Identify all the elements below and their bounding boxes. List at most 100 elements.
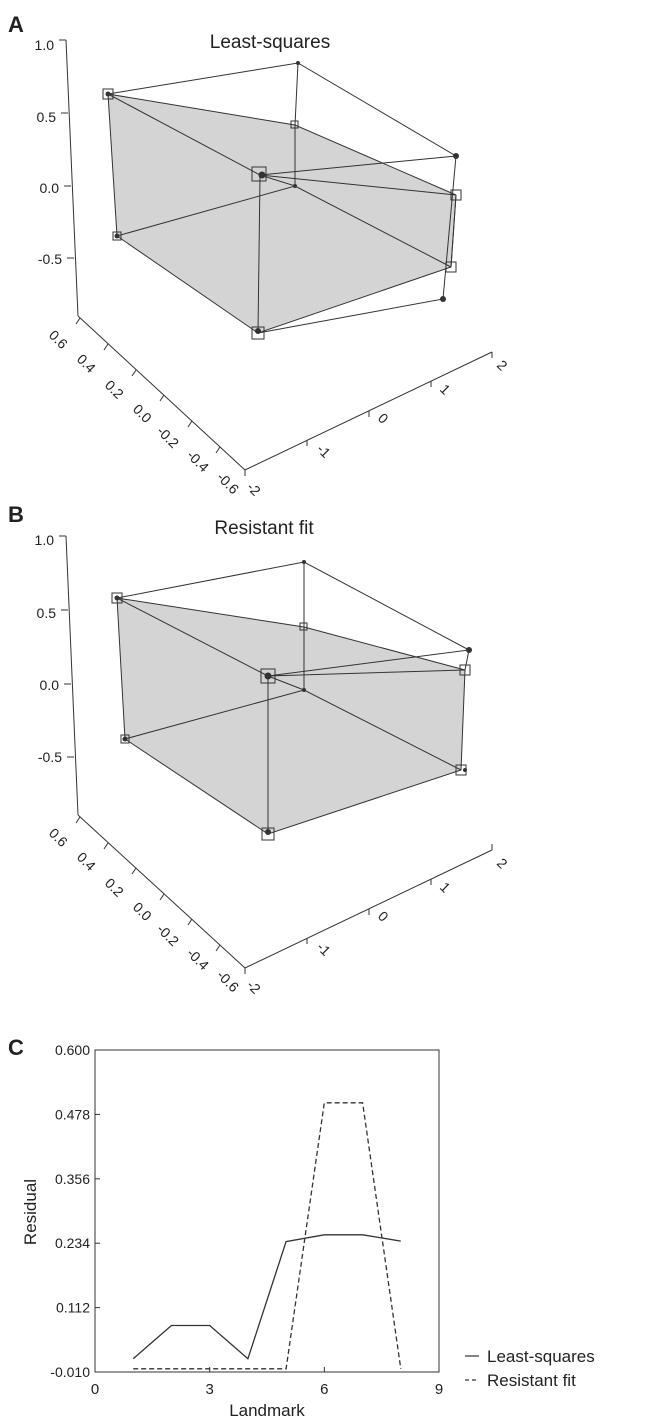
series-line-least-squares: [132, 1234, 401, 1360]
panel-b-square-marker: [459, 664, 471, 676]
panel-b-square-marker: [299, 622, 308, 631]
series-line-resistant-fit: [133, 1102, 402, 1370]
y-tick-label: 0.600: [55, 1042, 90, 1058]
y-tick-label: 0.356: [55, 1171, 90, 1187]
panel-b-faces: [117, 598, 465, 834]
panel-a-z-tick: -0.5: [38, 251, 62, 267]
y-tick-label: 0.112: [56, 1300, 90, 1316]
panel-b-square-marker: [260, 668, 276, 684]
panel-c-legend: Least-squares Resistant fit: [465, 1347, 595, 1390]
panel-b-z-axis: [65, 535, 79, 816]
panel-a-dot-marker: [255, 328, 261, 334]
x-tick-label: 0: [91, 1381, 99, 1398]
panel-b-square-marker: [120, 734, 130, 744]
panel-a-dot-marker: [296, 61, 300, 65]
y-tick-label: 0.478: [55, 1106, 90, 1122]
panel-b-dot-marker: [463, 768, 467, 772]
panel-c-x-label: Landmark: [229, 1401, 305, 1420]
panel-b-title: Resistant fit: [214, 518, 314, 539]
panel-b-square-marker: [261, 827, 275, 841]
panel-a-dot-marker: [293, 184, 297, 188]
panel-a-depth-tick: 0.6: [46, 327, 71, 352]
panel-b-z-ticks: 1.0 0.5 0.0 -0.5: [35, 532, 63, 765]
panel-a-depth-tick: -0.6: [214, 469, 243, 498]
panel-a-title: Least-squares: [210, 32, 330, 53]
panel-a-depth-tick: 0.4: [74, 351, 99, 376]
panel-c-y-ticks: 0.600 0.478 0.356 0.234 0.112 -0.010: [50, 1042, 100, 1380]
panel-c: C 0.600 0.478 0.356 0.234 0.112 -0.010 0 3 6 9 L…: [8, 1035, 595, 1420]
panel-a-dot-marker: [114, 233, 120, 239]
panel-a: A Least-squares 1.0 0.5 0.0 -0.5 0.6 0.4…: [8, 12, 511, 499]
panel-a-axes: [59, 39, 493, 476]
panel-b-depth-tick: 0.6: [46, 825, 71, 850]
panel-b-square-marker: [111, 592, 123, 604]
panel-a-dot-marker: [105, 91, 111, 97]
panel-b-x-tick: 2: [494, 855, 511, 872]
panel-a-x-tick: 0: [375, 410, 392, 427]
panel-a-depth-tick: -0.4: [184, 447, 213, 476]
panel-b-axes: [59, 535, 493, 974]
panel-b-x-tick: 0: [375, 908, 392, 925]
panel-b-depth-tick: -0.6: [214, 967, 243, 996]
panel-a-square-marker: [102, 88, 114, 100]
panel-a-z-tick: 1.0: [35, 37, 55, 53]
panel-a-x-tick: -1: [314, 441, 334, 461]
panel-a-depth-tick: 0.0: [130, 401, 155, 426]
panel-a-x-tick: 1: [437, 381, 454, 398]
panel-c-x-ticks: 0 3 6 9: [91, 1367, 443, 1398]
panel-a-square-marker: [251, 166, 267, 182]
panel-b: B Resistant fit 1.0 0.5 0.0 -0.5 0.6 0.4…: [8, 502, 511, 997]
panel-b-depth-ticks: 0.6 0.4 0.2 0.0 -0.2 -0.4 -0.6: [46, 825, 243, 996]
panel-a-dot-marker: [258, 171, 266, 179]
panel-a-z-tick: 0.5: [37, 109, 57, 125]
panel-b-depth-tick: 0.4: [74, 849, 99, 874]
panel-b-z-tick: 0.0: [40, 677, 60, 693]
panel-a-dot-marker: [440, 296, 446, 302]
panel-b-depth-axis: [77, 814, 246, 969]
panel-a-top-face: [108, 94, 456, 195]
panel-a-square-marker: [445, 261, 457, 273]
panel-a-faces: [108, 94, 456, 333]
panel-a-square-marker: [450, 189, 462, 201]
panel-b-dot-marker: [122, 736, 128, 742]
panel-c-series: [132, 1102, 402, 1370]
panel-b-z-tick: 0.5: [37, 605, 57, 621]
x-tick-label: 3: [205, 1381, 213, 1398]
panel-a-depth-tick: -0.2: [154, 423, 183, 452]
panel-b-depth-tick: -0.2: [154, 921, 183, 950]
panel-a-square-marker: [112, 231, 122, 241]
panel-b-letter: B: [8, 502, 24, 527]
legend-label-resistant-fit: Resistant fit: [487, 1371, 576, 1390]
panel-b-depth-tick: 0.0: [130, 899, 155, 924]
panel-b-dot-marker: [466, 647, 472, 653]
panel-b-depth-tick: 0.2: [102, 875, 127, 900]
legend-label-least-squares: Least-squares: [487, 1347, 595, 1366]
panel-a-z-ticks: 1.0 0.5 0.0 -0.5: [35, 37, 63, 267]
panel-b-z-tick: 1.0: [35, 532, 55, 548]
panel-b-dot-marker: [264, 672, 272, 680]
y-tick-label: -0.010: [50, 1364, 90, 1380]
panel-a-left-face: [108, 94, 260, 333]
panel-b-top-face: [117, 598, 465, 676]
panel-b-x-ticks: -2 -1 0 1 2: [244, 855, 511, 997]
panel-b-x-tick: -1: [314, 939, 334, 959]
x-tick-label: 9: [435, 1381, 443, 1398]
x-tick-label: 6: [320, 1381, 328, 1398]
panel-a-depth-tick: 0.2: [102, 377, 127, 402]
panel-a-z-tick: 0.0: [40, 180, 60, 196]
panel-a-z-axis: [65, 39, 79, 317]
panel-a-x-tick: 2: [494, 357, 511, 374]
panel-b-z-tick: -0.5: [38, 749, 62, 765]
panel-a-dot-marker: [453, 153, 459, 159]
panel-b-dot-marker: [302, 688, 306, 692]
panel-b-dot-marker: [265, 829, 271, 835]
panel-b-dot-marker: [114, 595, 120, 601]
panel-a-markers: [102, 61, 462, 340]
panel-c-y-label: Residual: [21, 1179, 40, 1245]
panel-a-letter: A: [8, 12, 24, 37]
y-tick-label: 0.234: [55, 1235, 90, 1251]
panel-a-x-tick: -2: [244, 479, 264, 499]
panel-a-right-face: [258, 175, 456, 333]
panel-a-x-ticks: -2 -1 0 1 2: [244, 357, 511, 499]
